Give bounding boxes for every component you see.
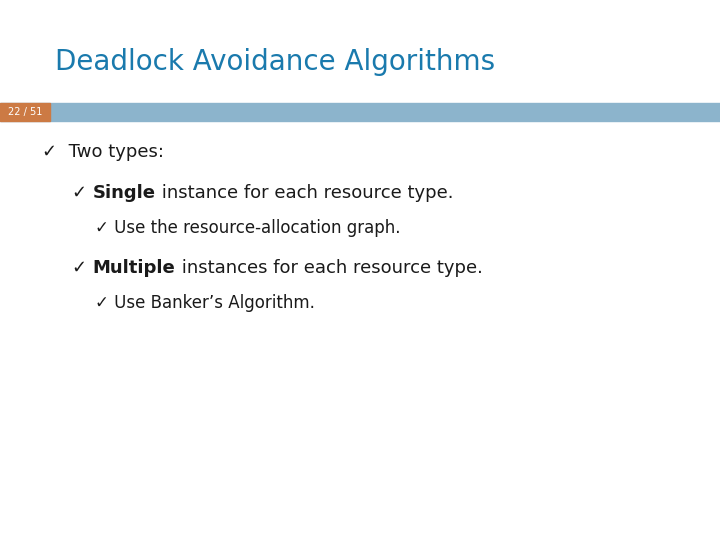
Text: Single: Single [93, 184, 156, 202]
Text: instances for each resource type.: instances for each resource type. [176, 259, 482, 277]
Text: 22 / 51: 22 / 51 [8, 107, 42, 117]
Text: ✓ Use Banker’s Algorithm.: ✓ Use Banker’s Algorithm. [95, 294, 315, 312]
Text: Multiple: Multiple [93, 259, 176, 277]
Text: ✓  Two types:: ✓ Two types: [42, 143, 164, 161]
Text: Deadlock Avoidance Algorithms: Deadlock Avoidance Algorithms [55, 48, 495, 76]
Bar [0, 103, 50, 121]
Text: ✓: ✓ [72, 259, 93, 277]
Text: ✓: ✓ [72, 184, 93, 202]
Text: ✓ Use the resource-allocation graph.: ✓ Use the resource-allocation graph. [95, 219, 400, 237]
Text: instance for each resource type.: instance for each resource type. [156, 184, 454, 202]
Bar [0, 103, 720, 121]
